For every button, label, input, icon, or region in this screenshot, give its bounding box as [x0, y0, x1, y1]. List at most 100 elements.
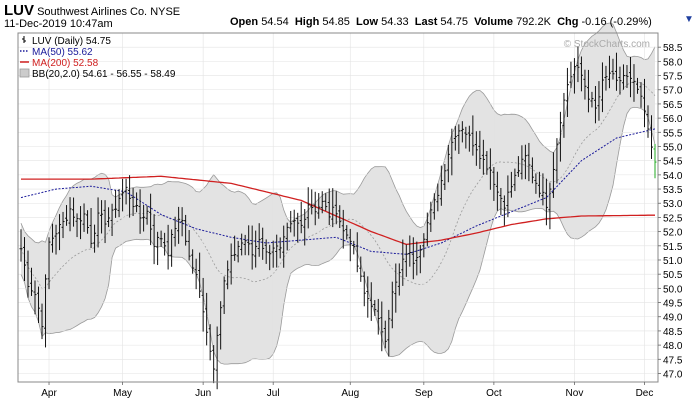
title-block: LUV Southwest Airlines Co. NYSE — [4, 2, 180, 19]
x-tick-label: May — [113, 388, 132, 399]
ohlc-bar — [47, 237, 51, 290]
ohlc-bar — [334, 191, 338, 225]
legend-item: BB(20,2.0) 54.61 - 56.55 - 58.49 — [19, 68, 176, 80]
ohlc-bar — [513, 168, 517, 192]
ohlc-bar — [418, 245, 422, 274]
quote-summary: Open 54.54 High 54.85 Low 54.33 Last 54.… — [230, 16, 652, 28]
ohlc-bar — [103, 200, 107, 244]
ohlc-bar — [79, 206, 83, 240]
ohlc-bar — [247, 225, 251, 256]
bollinger-lower-line — [20, 106, 656, 365]
ohlc-bar — [331, 188, 335, 228]
y-tick-label: 49.5 — [663, 299, 683, 310]
exchange: NYSE — [150, 6, 181, 18]
ohlc-bar — [278, 237, 282, 259]
ohlc-bar — [607, 55, 611, 89]
ohlc-bar — [222, 276, 226, 315]
ohlc-bar — [156, 231, 160, 266]
ohlc-bar — [341, 209, 345, 249]
ohlc-bar — [583, 69, 587, 100]
ohlc-bar — [250, 225, 254, 270]
ohlc-bar — [271, 240, 275, 268]
ohlc-bar — [275, 234, 279, 268]
ohlc-bar — [467, 125, 471, 152]
ohlc-bar — [324, 193, 328, 211]
chevron-down-icon[interactable]: ▼ — [684, 14, 694, 25]
ohlc-bar — [75, 213, 79, 238]
ohlc-bar — [317, 193, 321, 219]
ohlc-bar — [215, 326, 219, 390]
ohlc-bar — [516, 156, 520, 177]
ohlc-bar — [149, 193, 153, 246]
ohlc-bar — [639, 82, 643, 108]
ohlc-bar — [30, 267, 34, 296]
ohlc-bar — [408, 235, 412, 267]
ohlc-bar — [646, 105, 650, 138]
ohlc-bar — [457, 124, 461, 154]
x-tick-label: Jun — [195, 388, 211, 399]
legend-label: MA(50) 55.62 — [32, 47, 93, 58]
ohlc-bar — [264, 239, 268, 264]
ohlc-bar — [618, 66, 622, 95]
ohlc-bar — [212, 345, 216, 384]
ohlc-bar — [299, 201, 303, 234]
ohlc-bar — [443, 164, 447, 190]
ohlc-bar — [268, 244, 272, 271]
open-value: 54.54 — [261, 16, 289, 28]
legend-label: LUV (Daily) 54.75 — [32, 36, 111, 47]
ohlc-bar — [439, 165, 443, 206]
y-tick-label: 47.0 — [663, 369, 683, 380]
ohlc-bar — [44, 274, 48, 348]
x-tick-label: Apr — [41, 388, 57, 399]
ohlc-bar — [593, 86, 597, 124]
ohlc-bar — [173, 216, 177, 247]
ohlc-bar — [187, 230, 191, 261]
ohlc-bar — [33, 280, 37, 315]
ohlc-bar — [72, 197, 76, 227]
ohlc-bar — [338, 205, 342, 229]
y-tick-label: 58.5 — [663, 43, 683, 54]
ohlc-bar — [296, 212, 300, 243]
ohlc-bar — [205, 292, 209, 346]
x-tick-label: Aug — [341, 388, 359, 399]
ohlc-bar — [352, 240, 356, 255]
ohlc-bar — [184, 214, 188, 246]
ohlc-bar — [170, 229, 174, 267]
ohlc-bar — [488, 148, 492, 190]
ohlc-bar — [180, 207, 184, 237]
low-value: 54.33 — [381, 16, 409, 28]
ohlc-bar — [625, 65, 629, 88]
ohlc-bar — [138, 189, 142, 234]
ma200-line — [21, 175, 655, 246]
bollinger-upper-line — [20, 22, 656, 244]
ohlc-bar — [432, 193, 436, 220]
ohlc-bar — [51, 223, 55, 253]
ohlc-bar — [128, 175, 132, 218]
ohlc-bar — [558, 111, 562, 162]
ohlc-bar — [600, 62, 604, 113]
ohlc-bar — [460, 121, 464, 143]
ohlc-bar — [401, 239, 405, 286]
y-tick-label: 56.5 — [663, 100, 683, 111]
y-tick-label: 58.0 — [663, 57, 683, 68]
ohlc-bar — [355, 232, 359, 273]
ohlc-bar — [89, 208, 93, 249]
ohlc-bar — [604, 65, 608, 91]
ohlc-bar — [191, 249, 195, 274]
y-tick-label: 56.0 — [663, 114, 683, 125]
y-tick-label: 49.0 — [663, 313, 683, 324]
y-tick-label: 52.0 — [663, 228, 683, 239]
ohlc-bar — [481, 139, 485, 175]
y-tick-label: 50.5 — [663, 270, 683, 281]
ohlc-bar — [23, 237, 27, 282]
ohlc-bar — [40, 303, 44, 340]
ohlc-bar — [366, 276, 370, 318]
y-tick-label: 54.5 — [663, 157, 683, 168]
ohlc-bar — [572, 58, 576, 94]
ohlc-bar — [327, 188, 331, 226]
ohlc-bar — [565, 67, 569, 118]
ohlc-bar — [380, 301, 384, 352]
ohlc-bar — [145, 205, 149, 225]
